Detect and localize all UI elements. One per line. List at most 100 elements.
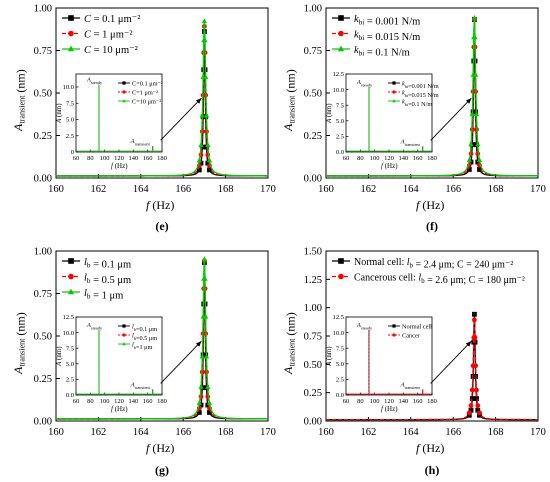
- panel-h: 160 162 164 166 168 170 0.00 0.25 0.50 0.75 1.00 1.…: [281, 247, 546, 478]
- panel-f: 160 162 164 166 168 170 0.00 0.25 0.50 0.75 1.00 f …: [281, 4, 546, 234]
- data-point: [202, 275, 208, 281]
- data-point: [468, 403, 474, 408]
- inset-frame: [345, 316, 433, 396]
- legend-marker: [67, 288, 75, 295]
- inset-annot-steady: Asteady: [356, 79, 373, 88]
- inset-x-tick-label: 100: [100, 398, 110, 405]
- data-point: [469, 111, 475, 117]
- legend-label: lb = 0.5 μm: [84, 272, 131, 286]
- x-tick-label: 160: [318, 184, 334, 195]
- data-point: [206, 157, 213, 163]
- inset-legend-marker: [122, 99, 126, 103]
- inset: 60 80 100 120 140 160 180 0.0 2.5 5.0 7.5 10.0 12.5 f…: [325, 314, 472, 413]
- legend-label: lb = 1 μm: [84, 288, 123, 302]
- inset-x-tick-label: 180: [157, 398, 167, 405]
- inset-x-tick-label: 160: [413, 398, 423, 405]
- data-point: [198, 142, 204, 147]
- inset-y-tick-label: 12.5: [333, 71, 344, 78]
- legend: Normal cell: lb = 2.4 μm; C = 240 μm⁻²Ca…: [332, 257, 525, 286]
- y-tick-label: 0.25: [34, 131, 52, 142]
- y-tick-label: 0.25: [304, 131, 322, 142]
- inset-y-tick-label: 7.5: [336, 102, 344, 109]
- y-tick-label: 1.00: [304, 4, 322, 15]
- inset-x-tick-label: 160: [143, 155, 153, 162]
- y-tick-label: 0.50: [304, 89, 322, 100]
- legend-label: lb = 0.1 μm: [84, 257, 131, 271]
- zoom-arrow: [430, 340, 472, 384]
- inset-x-tick-label: 160: [143, 398, 153, 405]
- panel-label: (h): [425, 463, 440, 477]
- data-point: [199, 112, 205, 118]
- inset-y-tick-label: 7.5: [66, 345, 74, 352]
- y-tick-label: 0.00: [304, 174, 322, 185]
- series-line-2: [56, 21, 268, 177]
- inset-annot-transient: Atransient: [400, 138, 421, 147]
- inset-y-label: A (nm): [55, 103, 63, 124]
- data-point: [196, 410, 202, 415]
- inset-y-tick-label: 10.0: [63, 330, 74, 337]
- legend-marker: [68, 258, 74, 264]
- data-point: [207, 410, 212, 415]
- inset-x-tick-label: 140: [398, 155, 408, 162]
- curves: [56, 256, 268, 420]
- inset-y-tick-label: 10.0: [63, 84, 74, 91]
- y-axis-label: Atransient (nm): [281, 69, 298, 132]
- inset-x-tick-label: 60: [343, 398, 350, 405]
- legend-marker: [67, 45, 75, 52]
- legend-marker: [337, 45, 345, 52]
- data-point: [198, 402, 204, 408]
- data-point: [473, 71, 479, 77]
- legend-marker: [338, 30, 344, 37]
- inset-x-tick-label: 60: [73, 155, 80, 162]
- inset-y-tick-label: 0: [71, 149, 74, 156]
- data-point: [475, 403, 481, 408]
- legend-marker: [68, 273, 74, 280]
- x-tick-label: 170: [530, 184, 546, 195]
- inset-x-tick-label: 100: [100, 155, 110, 162]
- x-tick-label: 162: [91, 427, 107, 438]
- data-point: [466, 157, 472, 163]
- inset-y-tick-label: 7.5: [336, 345, 344, 352]
- inset-x-label: f (Hz): [381, 162, 398, 170]
- data-point: [474, 396, 479, 401]
- x-tick-label: 168: [218, 427, 234, 438]
- data-point: [201, 256, 208, 262]
- x-axis-label: f (Hz): [416, 441, 444, 455]
- data-point: [205, 402, 211, 408]
- inset-annot-transient: Atransient: [130, 381, 151, 390]
- inset-frame: [75, 73, 163, 153]
- series-line-2: [56, 259, 268, 420]
- data-point: [471, 14, 478, 20]
- data-point: [474, 387, 479, 393]
- data-point: [477, 167, 482, 172]
- inset-frame: [345, 73, 433, 153]
- inset: 60 80 100 120 140 160 180 0 2.5 5.0 7.5 10.0 f (Hz) A…: [55, 73, 202, 170]
- zoom-arrowhead: [465, 341, 472, 347]
- zoom-arrow: [160, 340, 202, 384]
- inset-y-tick-label: 5.0: [66, 117, 74, 124]
- data-point: [196, 400, 202, 405]
- inset-legend-label: C=10 μm⁻²: [132, 98, 161, 105]
- x-tick-label: 164: [133, 427, 150, 438]
- legend-label: C = 10 μm⁻²: [84, 45, 138, 56]
- data-point: [203, 313, 209, 319]
- y-axis-label: Atransient (nm): [11, 312, 28, 375]
- x-tick-label: 166: [445, 427, 461, 438]
- inset-x-tick-label: 60: [73, 398, 80, 405]
- inset-annot-steady: Asteady: [356, 322, 373, 331]
- inset-annot-transient: Atransient: [400, 381, 421, 390]
- data-point: [466, 412, 472, 418]
- x-tick-label: 168: [218, 184, 234, 195]
- y-tick-label: 1.00: [34, 247, 52, 258]
- data-point: [199, 353, 205, 359]
- data-point: [469, 387, 475, 393]
- x-tick-label: 162: [91, 184, 107, 195]
- inset-x-tick-label: 60: [343, 155, 350, 162]
- inset-x-tick-label: 120: [114, 155, 124, 162]
- legend-label: kbi = 0.1 N/m: [354, 45, 410, 59]
- data-point: [203, 112, 210, 118]
- inset-legend-marker: [122, 333, 126, 337]
- y-tick-label: 0.00: [34, 417, 52, 428]
- y-tick-label: 0.00: [34, 174, 52, 185]
